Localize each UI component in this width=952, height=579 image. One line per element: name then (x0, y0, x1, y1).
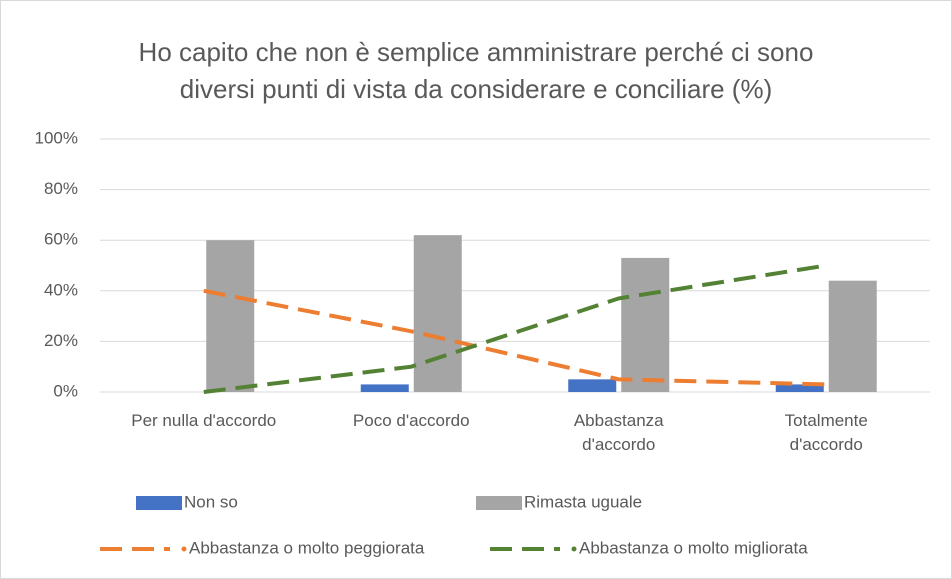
line-series (203, 263, 827, 394)
bar (568, 379, 617, 392)
legend-label: Rimasta uguale (524, 492, 642, 511)
x-tick-label: Per nulla d'accordo (131, 411, 277, 430)
line-series (203, 288, 827, 387)
y-tick-label: 80% (44, 179, 78, 198)
legend-marker (571, 546, 577, 552)
y-tick-label: 0% (53, 381, 78, 400)
legend-label: Abbastanza o molto migliorata (579, 538, 808, 557)
bar (621, 257, 670, 392)
y-tick-label: 60% (44, 230, 78, 249)
y-tick-label: 20% (44, 331, 78, 350)
y-tick-label: 100% (35, 128, 78, 147)
x-tick-label: Totalmente d'accordo (784, 411, 868, 454)
bar (206, 240, 255, 392)
bar (413, 235, 462, 392)
x-tick-label: Poco d'accordo (352, 411, 470, 430)
legend-label: Non so (184, 492, 238, 511)
y-tick-label: 40% (44, 280, 78, 299)
bar (360, 384, 409, 392)
legend-swatch (136, 496, 182, 510)
bar (775, 384, 824, 392)
bar (828, 280, 877, 392)
legend-marker (181, 546, 187, 552)
chart-title: Ho capito che non è semplice amministrar… (138, 37, 814, 104)
legend-swatch (476, 496, 522, 510)
x-tick-label: Abbastanza d'accordo (573, 411, 664, 454)
legend-label: Abbastanza o molto peggiorata (189, 538, 425, 557)
